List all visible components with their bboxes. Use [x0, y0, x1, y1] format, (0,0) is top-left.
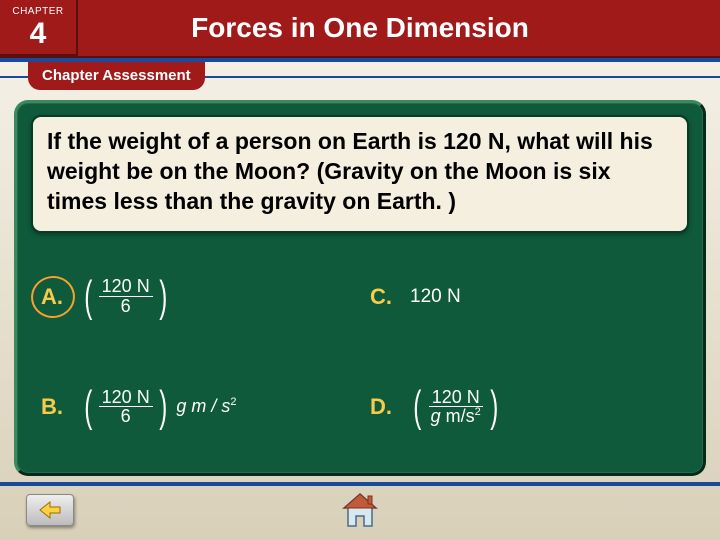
- right-paren-icon: ): [159, 279, 167, 314]
- answer-d-fraction: 120 N g m/s2: [428, 388, 484, 427]
- answer-b-body: ( 120 N 6 ) g m / s2: [81, 388, 237, 427]
- prev-button[interactable]: [26, 494, 74, 526]
- home-icon: [338, 488, 382, 532]
- header-bar: CHAPTER 4 Forces in One Dimension: [0, 0, 720, 58]
- answer-b[interactable]: B. ( 120 N 6 ) g m / s2: [41, 388, 350, 427]
- left-paren-icon: (: [84, 279, 92, 314]
- answer-c-body: 120 N: [410, 286, 461, 308]
- slide: CHAPTER 4 Forces in One Dimension Chapte…: [0, 0, 720, 540]
- answer-a-denominator: 6: [118, 297, 134, 316]
- answer-a-fraction: 120 N 6: [99, 277, 153, 316]
- inner-panel: If the weight of a person on Earth is 12…: [31, 115, 689, 459]
- left-paren-icon: (: [413, 389, 421, 424]
- question-text: If the weight of a person on Earth is 12…: [31, 115, 689, 233]
- answer-b-denominator: 6: [118, 407, 134, 426]
- answer-b-letter: B.: [41, 394, 69, 420]
- answer-d[interactable]: D. ( 120 N g m/s2 ): [370, 388, 679, 427]
- right-paren-icon: ): [490, 389, 498, 424]
- answer-a-numerator: 120 N: [99, 277, 153, 297]
- home-button[interactable]: [338, 488, 382, 532]
- chapter-box: CHAPTER 4: [0, 0, 78, 56]
- answer-c-letter: C.: [370, 284, 398, 310]
- right-paren-icon: ): [159, 389, 167, 424]
- answer-a[interactable]: A. ( 120 N 6 ): [41, 277, 350, 316]
- section-pill: Chapter Assessment: [28, 62, 205, 90]
- arrow-left-icon: [38, 500, 62, 520]
- section-row: Chapter Assessment: [0, 62, 720, 92]
- answer-a-body: ( 120 N 6 ): [81, 277, 170, 316]
- chapter-label: CHAPTER: [12, 6, 63, 17]
- answer-b-fraction: 120 N 6: [99, 388, 153, 427]
- answers-grid: A. ( 120 N 6 ) C. 120 N: [31, 233, 689, 459]
- answer-d-numerator: 120 N: [429, 388, 483, 408]
- answer-d-denominator: g m/s2: [428, 407, 484, 426]
- answer-b-unit: g m / s2: [176, 396, 236, 417]
- chapter-title: Forces in One Dimension: [78, 12, 720, 44]
- chapter-number: 4: [30, 19, 47, 49]
- left-paren-icon: (: [84, 389, 92, 424]
- answer-d-body: ( 120 N g m/s2 ): [410, 388, 501, 427]
- answer-d-letter: D.: [370, 394, 398, 420]
- answer-b-numerator: 120 N: [99, 388, 153, 408]
- nav-bar: [0, 486, 720, 534]
- answer-a-letter: A.: [41, 284, 69, 310]
- answer-c[interactable]: C. 120 N: [370, 284, 679, 310]
- nav-spacer: [646, 494, 694, 526]
- content-panel: If the weight of a person on Earth is 12…: [14, 100, 706, 476]
